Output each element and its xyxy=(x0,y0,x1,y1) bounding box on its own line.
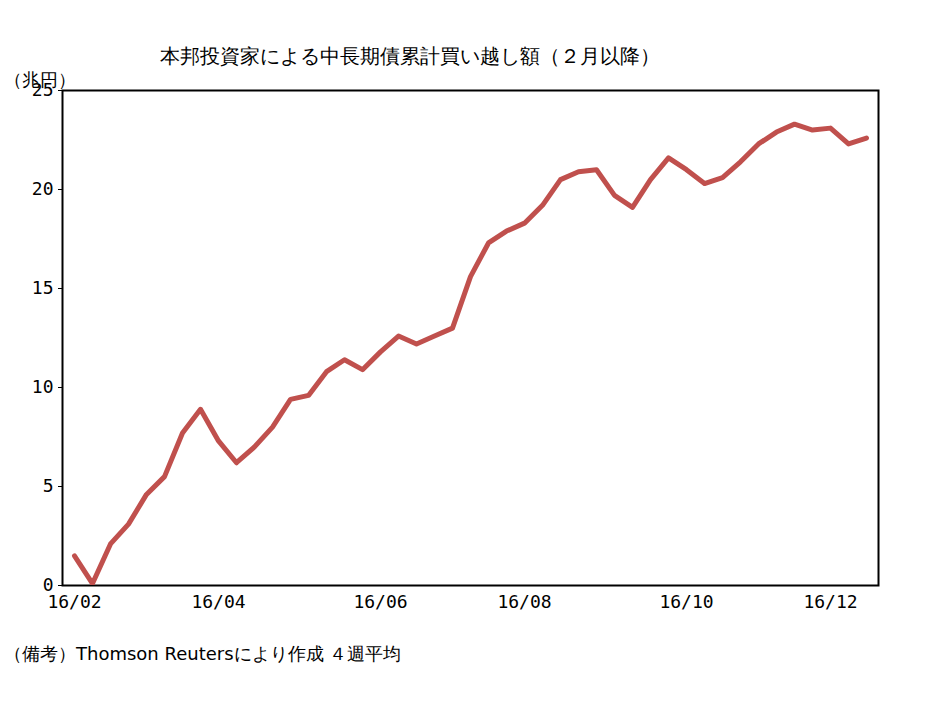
svg-text:0: 0 xyxy=(42,574,54,596)
svg-text:5: 5 xyxy=(43,475,54,496)
svg-text:20: 20 xyxy=(32,178,54,199)
svg-text:（兆円）: （兆円） xyxy=(4,70,76,90)
svg-text:15: 15 xyxy=(32,277,54,298)
svg-text:16/04: 16/04 xyxy=(191,591,245,612)
svg-text:16/08: 16/08 xyxy=(497,591,551,612)
svg-text:16/06: 16/06 xyxy=(353,591,407,612)
svg-text:10: 10 xyxy=(32,376,54,397)
svg-text:16/12: 16/12 xyxy=(803,591,857,612)
svg-text:16/02: 16/02 xyxy=(47,591,101,612)
html-text:本邦投資家による中長期債累計買い越し額（２月以降）: 本邦投資家による中長期債累計買い越し額（２月以降） xyxy=(160,44,660,68)
svg-text:16/10: 16/10 xyxy=(659,591,713,612)
html-text:（備考）Thomson Reutersにより作成 ４週平均: （備考）Thomson Reutersにより作成 ４週平均 xyxy=(4,643,402,664)
